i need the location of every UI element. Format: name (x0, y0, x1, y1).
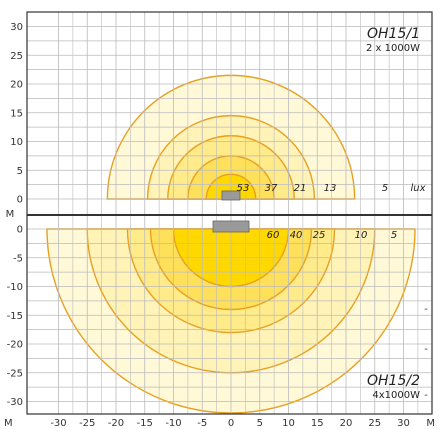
lux-unit-label: lux (410, 183, 425, 194)
x-tick-label: -20 (108, 418, 124, 429)
top-y-tick-label: 10 (10, 137, 23, 148)
x-unit-label-left: M (4, 418, 13, 429)
bottom-contour-label-10: 10 (355, 230, 368, 241)
top-y-tick-label: 5 (17, 166, 23, 177)
x-tick-label: -5 (197, 418, 207, 429)
bottom-y-tick-label: -20 (7, 340, 23, 351)
bottom-spec-label: 4x1000W (372, 390, 420, 401)
bottom-contour-label-60: 60 (267, 230, 280, 241)
bottom-y-tick-label: -25 (7, 368, 23, 379)
x-tick-label: -15 (137, 418, 153, 429)
bottom-edge-dash: - (424, 344, 428, 355)
x-tick-label: 0 (228, 418, 234, 429)
bottom-contour-label-5: 5 (391, 230, 397, 241)
top-model-label: OH15/1 (367, 26, 420, 42)
top-contour-label-5: 5 (382, 183, 388, 194)
x-tick-label: 25 (368, 418, 381, 429)
bottom-luminaire (212, 220, 250, 233)
bottom-y-tick-label: 0 (17, 225, 23, 236)
top-y-tick-label: 15 (10, 108, 23, 119)
bottom-contour-label-40: 40 (290, 230, 303, 241)
x-unit-label-right: M (426, 418, 435, 429)
top-y-tick-label: 25 (10, 51, 23, 62)
top-contour-label-13: 13 (324, 183, 337, 194)
top-y-tick-label: 20 (10, 80, 23, 91)
top-y-tick-label: 30 (10, 22, 23, 33)
top-luminaire (221, 190, 241, 201)
top-contour-label-53: 53 (237, 183, 250, 194)
bottom-y-tick-label: -5 (13, 253, 23, 264)
bottom-model-label: OH15/2 (367, 373, 420, 389)
x-tick-label: 5 (257, 418, 263, 429)
x-tick-label: 20 (340, 418, 353, 429)
plot-frame (26, 11, 433, 415)
bottom-y-tick-label: -30 (7, 397, 23, 408)
top-contour-label-37: 37 (265, 183, 278, 194)
x-tick-label: -30 (50, 418, 66, 429)
bottom-contour-label-25: 25 (313, 230, 326, 241)
top-y-tick-label: 0 (17, 195, 23, 206)
x-tick-label: 15 (311, 418, 324, 429)
y-unit-label: M (6, 209, 15, 220)
bottom-edge-dash: - (424, 304, 428, 315)
x-tick-label: 30 (397, 418, 410, 429)
x-tick-label: -25 (79, 418, 95, 429)
bottom-y-tick-label: -10 (7, 282, 23, 293)
bottom-y-tick-label: -15 (7, 311, 23, 322)
x-tick-label: -10 (165, 418, 181, 429)
top-contour-label-21: 21 (294, 183, 307, 194)
top-spec-label: 2 x 1000W (366, 43, 420, 54)
bottom-edge-dash: - (424, 390, 428, 401)
x-tick-label: 10 (282, 418, 295, 429)
